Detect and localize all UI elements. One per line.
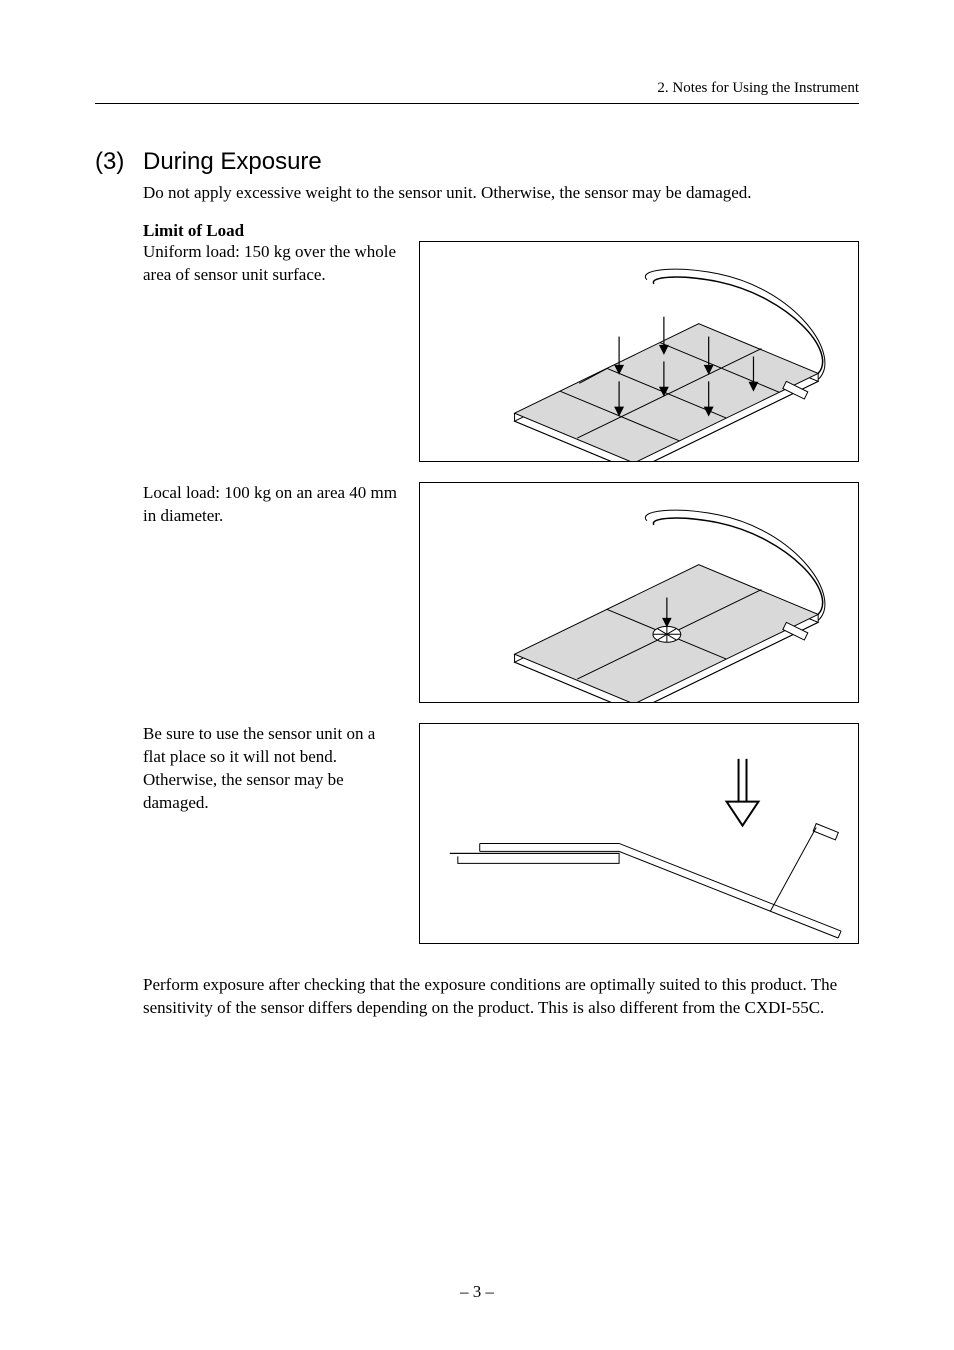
page-number: – 3 – <box>0 1282 954 1302</box>
flat-place-svg <box>420 724 858 943</box>
local-load-text: Local load: 100 kg on an area 40 mm in d… <box>143 482 401 528</box>
uniform-load-text: Uniform load: 150 kg over the whole area… <box>143 241 401 287</box>
uniform-load-svg <box>420 242 858 461</box>
row-local-load: Local load: 100 kg on an area 40 mm in d… <box>143 482 859 703</box>
figure-flat-place <box>419 723 859 944</box>
local-load-svg <box>420 483 858 702</box>
figure-local-load <box>419 482 859 703</box>
section-heading: (3) During Exposure <box>95 148 859 176</box>
limit-heading: Limit of Load <box>143 221 859 241</box>
closing-paragraph: Perform exposure after checking that the… <box>143 974 859 1020</box>
figure-uniform-load <box>419 241 859 462</box>
section-number: (3) <box>95 148 143 176</box>
row-uniform-load: Uniform load: 150 kg over the whole area… <box>143 241 859 462</box>
document-page: 2. Notes for Using the Instrument (3) Du… <box>0 0 954 1350</box>
running-header: 2. Notes for Using the Instrument <box>95 80 859 97</box>
row-flat-place: Be sure to use the sensor unit on a flat… <box>143 723 859 944</box>
header-rule <box>95 103 859 104</box>
section-title: During Exposure <box>143 148 322 176</box>
flat-place-text: Be sure to use the sensor unit on a flat… <box>143 723 401 815</box>
intro-paragraph: Do not apply excessive weight to the sen… <box>143 182 859 205</box>
body-column: Do not apply excessive weight to the sen… <box>143 182 859 1020</box>
